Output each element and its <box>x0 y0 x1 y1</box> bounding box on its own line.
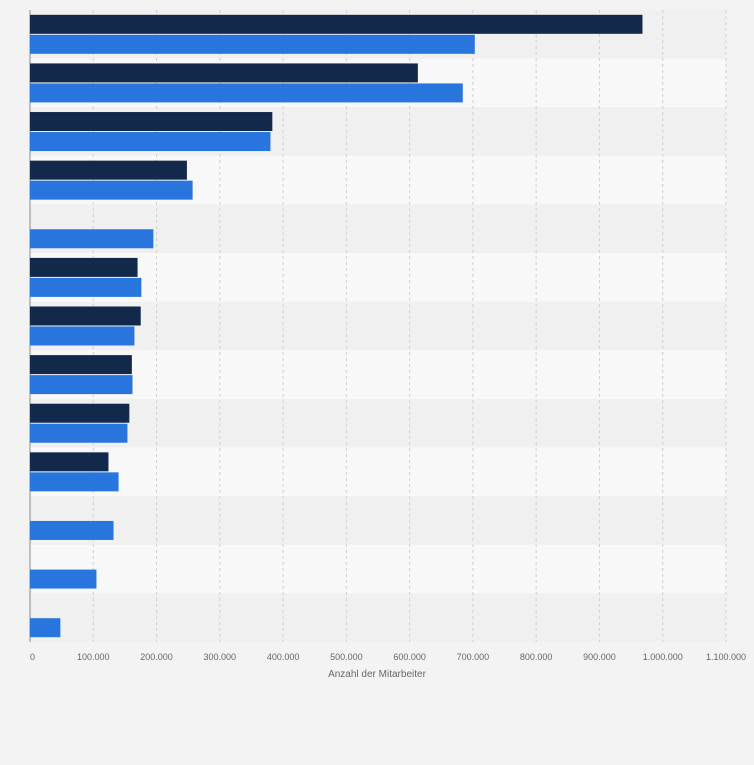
row-band <box>30 253 726 302</box>
bar-series-blue <box>30 472 119 492</box>
x-tick-label: 1.000.000 <box>643 652 683 662</box>
row-band <box>30 350 726 399</box>
bar-series-dark <box>30 355 132 375</box>
row-band <box>30 496 726 545</box>
x-tick-label: 700.000 <box>457 652 490 662</box>
x-tick-label: 400.000 <box>267 652 300 662</box>
row-bands <box>30 10 726 642</box>
bar-series-blue <box>30 326 135 346</box>
x-axis-ticks: 0 100.000 200.000 300.000 400.000 500.000 600.… <box>30 652 746 662</box>
x-tick-label: 100.000 <box>77 652 110 662</box>
x-tick-label: 600.000 <box>393 652 426 662</box>
row-band <box>30 398 726 448</box>
bar-series-dark <box>30 452 109 472</box>
row-band <box>30 593 726 642</box>
x-tick-label: 1.100.000 <box>706 652 746 662</box>
bar-series-dark <box>30 63 418 83</box>
row-band <box>30 447 726 497</box>
x-tick-label: 200.000 <box>140 652 173 662</box>
bar-series-dark <box>30 160 187 180</box>
bars <box>30 14 643 638</box>
bar-series-blue <box>30 423 128 443</box>
x-tick-label: 900.000 <box>583 652 616 662</box>
bar-series-blue <box>30 34 475 54</box>
bar-series-dark <box>30 403 130 423</box>
bar-series-blue <box>30 229 154 249</box>
row-band <box>30 544 726 594</box>
bar-series-dark <box>30 257 138 277</box>
bar-series-blue <box>30 180 193 200</box>
row-band <box>30 301 726 351</box>
bar-series-blue <box>30 569 97 589</box>
x-axis-label: Anzahl der Mitarbeiter <box>328 669 426 680</box>
bar-series-dark <box>30 14 643 34</box>
bar-series-blue <box>30 83 463 103</box>
x-tick-label: 0 <box>30 652 35 662</box>
bar-series-blue <box>30 132 271 152</box>
bar-series-dark <box>30 112 273 132</box>
x-tick-label: 800.000 <box>520 652 553 662</box>
bar-series-blue <box>30 520 114 540</box>
x-tick-label: 500.000 <box>330 652 363 662</box>
bar-series-dark <box>30 306 141 326</box>
bar-series-blue <box>30 277 142 297</box>
bar-series-blue <box>30 618 61 638</box>
x-tick-label: 300.000 <box>204 652 237 662</box>
bar-series-blue <box>30 375 133 395</box>
